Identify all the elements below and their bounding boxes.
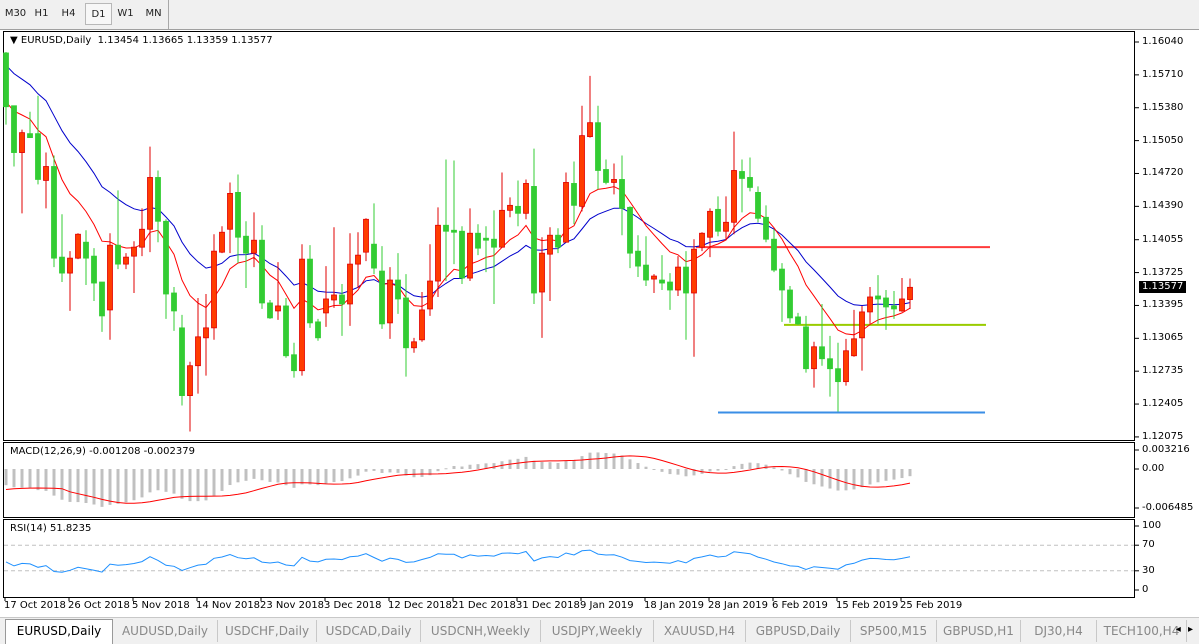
rsi-panel[interactable]: RSI(14) 51.8235 [3, 519, 1135, 598]
chart-tab[interactable]: TECH100,H4 [1097, 620, 1187, 642]
date-axis-label: 18 Jan 2019 [644, 600, 704, 611]
date-axis-label: 5 Nov 2018 [132, 600, 190, 611]
date-axis-label: 28 Jan 2019 [708, 600, 768, 611]
price-axis-label: 1.16040 [1142, 36, 1184, 47]
price-axis-label: 1.13065 [1142, 332, 1184, 344]
chart-tab[interactable]: EURUSD,Daily [5, 619, 113, 644]
timeframe-d1-button[interactable]: D1 [85, 3, 112, 25]
chart-tab[interactable]: AUDUSD,Daily [113, 620, 218, 642]
macd-axis-label: 0.003216 [1142, 444, 1190, 455]
price-axis-label: 1.13725 [1142, 266, 1184, 278]
chart-tab[interactable]: XAUUSD,H4 [654, 620, 746, 642]
date-axis-label: 25 Feb 2019 [900, 600, 963, 611]
price-axis-label: 1.15710 [1142, 68, 1184, 80]
date-axis-label: 21 Dec 2018 [452, 600, 516, 611]
timeframe-m30-button[interactable]: M30 [4, 8, 27, 19]
chart-tab[interactable]: USDCHF,Daily [218, 620, 317, 642]
timeframe-mn-button[interactable]: MN [145, 8, 162, 19]
chart-tab[interactable]: GBPUSD,Daily [746, 620, 851, 642]
chart-tab[interactable]: USDJPY,Weekly [541, 620, 654, 642]
price-axis-label: 1.15380 [1142, 101, 1184, 113]
price-axis-label: 1.12075 [1142, 430, 1184, 442]
rsi-axis-label: 0 [1142, 584, 1149, 595]
chart-tab[interactable]: GBPUSD,H1 [937, 620, 1021, 642]
timeframe-w1-button[interactable]: W1 [117, 8, 134, 19]
toolbar-separator [168, 0, 169, 29]
price-chart-panel[interactable]: ▼ EURUSD,Daily 1.13454 1.13665 1.13359 1… [3, 31, 1135, 441]
current-price-label: 1.13577 [1139, 281, 1186, 294]
price-axis-label: 1.12735 [1142, 365, 1184, 377]
chart-tab-bar: EURUSD,Daily AUDUSD,Daily USDCHF,Daily USDC… [0, 617, 1199, 644]
date-axis-label: 14 Nov 2018 [196, 600, 261, 611]
chart-ohlc: 1.13454 1.13665 1.13359 1.13577 [97, 35, 273, 46]
date-axis-label: 31 Dec 2018 [516, 600, 580, 611]
tab-scroll-arrows-icon[interactable]: ◂ ▸ [1175, 624, 1195, 635]
date-axis-label: 9 Jan 2019 [580, 600, 634, 611]
date-axis-label: 3 Dec 2018 [324, 600, 382, 611]
price-axis-label: 1.14390 [1142, 200, 1184, 212]
chart-tab[interactable]: DJ30,H4 [1021, 620, 1097, 642]
rsi-label: RSI(14) 51.8235 [10, 523, 92, 534]
timeframe-h1-button[interactable]: H1 [34, 8, 49, 19]
price-axis-label: 1.14720 [1142, 167, 1184, 179]
price-axis-label: 1.13395 [1142, 299, 1184, 311]
date-axis-label: 26 Oct 2018 [68, 600, 130, 611]
price-axis-label: 1.14055 [1142, 233, 1184, 245]
timeframe-toolbar: M30 H1 H4 D1 W1 MN [0, 0, 1199, 30]
macd-label: MACD(12,26,9) -0.001208 -0.002379 [10, 446, 195, 457]
chart-tab[interactable]: SP500,M15 [851, 620, 937, 642]
rsi-axis-label: 100 [1142, 520, 1162, 531]
chart-header: ▼ EURUSD,Daily 1.13454 1.13665 1.13359 1… [10, 35, 273, 46]
date-axis-label: 6 Feb 2019 [772, 600, 828, 611]
triangle-down-icon[interactable]: ▼ [10, 35, 21, 46]
date-axis-label: 17 Oct 2018 [4, 600, 66, 611]
timeframe-h4-button[interactable]: H4 [61, 8, 76, 19]
macd-axis-label: -0.006485 [1142, 502, 1194, 513]
rsi-axis-label: 30 [1142, 564, 1155, 576]
date-axis-label: 23 Nov 2018 [260, 600, 325, 611]
rsi-axis-label: 70 [1142, 539, 1155, 551]
chart-tab[interactable]: USDCNH,Weekly [421, 620, 541, 642]
date-axis-label: 15 Feb 2019 [836, 600, 899, 611]
macd-panel[interactable]: MACD(12,26,9) -0.001208 -0.002379 [3, 442, 1135, 518]
chart-tab[interactable]: USDCAD,Daily [317, 620, 421, 642]
price-axis-label: 1.15050 [1142, 134, 1184, 146]
date-axis-label: 12 Dec 2018 [388, 600, 452, 611]
chart-symbol: EURUSD,Daily [20, 35, 92, 46]
price-axis-label: 1.12405 [1142, 398, 1184, 410]
macd-axis-label: 0.00 [1142, 463, 1165, 474]
